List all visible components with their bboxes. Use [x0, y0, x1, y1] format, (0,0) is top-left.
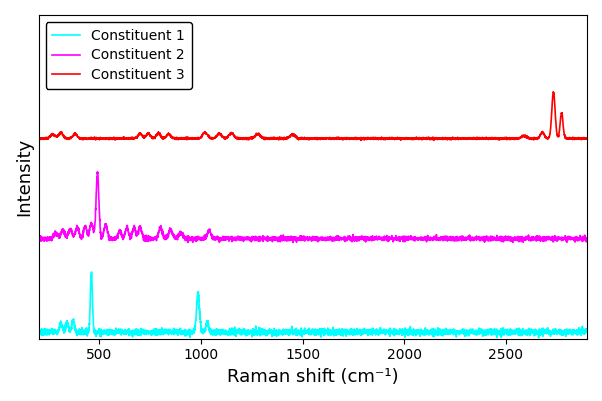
Legend: Constituent 1, Constituent 2, Constituent 3: Constituent 1, Constituent 2, Constituen…	[46, 22, 192, 89]
X-axis label: Raman shift (cm⁻¹): Raman shift (cm⁻¹)	[227, 368, 399, 386]
Y-axis label: Intensity: Intensity	[15, 138, 33, 216]
